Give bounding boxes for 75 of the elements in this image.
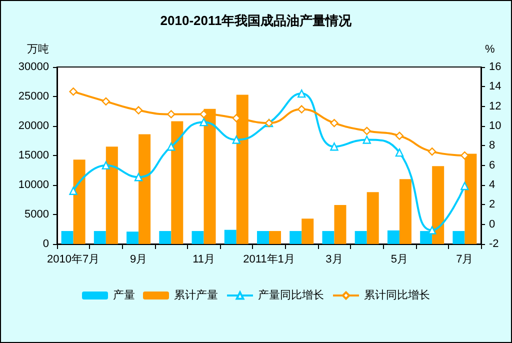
bar (106, 146, 118, 244)
bar (126, 232, 139, 244)
x-tick-label: 11月 (192, 254, 215, 266)
y-tick-label: 20000 (18, 120, 49, 132)
y-tick-label: 30000 (18, 61, 49, 73)
legend-label: 产量同比增长 (258, 288, 324, 302)
point (395, 132, 404, 140)
y2-tick-label: -2 (489, 238, 499, 250)
point (232, 136, 240, 144)
bar (432, 166, 444, 244)
point (362, 126, 371, 136)
bar (224, 230, 236, 244)
legend-label: 累计同比增长 (364, 288, 430, 302)
bar (322, 231, 334, 244)
point (167, 110, 176, 118)
bar (366, 192, 379, 244)
x-tick-label: 3月 (326, 254, 343, 266)
y2-tick-label: 8 (489, 140, 496, 152)
y2-tick-label: 14 (489, 80, 502, 93)
y2-tick-label: 2 (489, 198, 496, 211)
point (102, 161, 110, 170)
point (134, 106, 143, 114)
y-tick-label: 5000 (24, 208, 49, 220)
x-tick-label: 2010年7月 (47, 254, 100, 266)
bar (94, 231, 106, 244)
y2-axis-title: % (485, 44, 495, 56)
y2-tick-label: 16 (489, 61, 502, 73)
bar (387, 230, 400, 244)
bar (452, 231, 465, 244)
y-tick-label: 25000 (18, 90, 49, 102)
point (69, 186, 78, 195)
bar (334, 205, 346, 244)
y2-tick-label: 12 (489, 100, 502, 112)
bar (302, 218, 314, 244)
y-tick-label: 15000 (18, 150, 49, 162)
bar (257, 231, 269, 244)
point (395, 148, 404, 157)
x-tick-label: 7月 (456, 254, 474, 266)
point (362, 136, 371, 144)
bar (354, 231, 367, 244)
legend-label: 产量 (113, 288, 135, 302)
point (69, 87, 78, 96)
y2-tick-label: 10 (489, 120, 502, 132)
point (330, 118, 338, 128)
point (134, 173, 143, 182)
bar (61, 231, 74, 244)
y-axis-title: 万吨 (27, 42, 49, 56)
bar (464, 154, 477, 244)
bar (171, 121, 184, 244)
point (102, 97, 110, 106)
y2-tick-label: 4 (489, 179, 496, 191)
bar (192, 231, 204, 244)
y-tick-label: 10000 (18, 179, 49, 191)
bar (290, 231, 302, 244)
x-tick-label: 5月 (390, 254, 408, 266)
point (232, 114, 240, 122)
bar (399, 179, 412, 244)
point (200, 118, 208, 126)
bar (269, 231, 281, 244)
bar (138, 134, 151, 244)
y-tick-label: 0 (42, 238, 49, 250)
bar (159, 231, 172, 244)
legend-label: 累计产量 (174, 288, 218, 302)
point (167, 142, 176, 151)
chart-title: 2010-2011年我国成品油产量情况 (160, 13, 353, 28)
point (330, 142, 338, 151)
x-tick-label: 9月 (130, 254, 148, 266)
point (460, 182, 469, 190)
x-tick-label: 2011年1月 (243, 254, 295, 266)
point (298, 89, 306, 98)
bar (73, 160, 86, 244)
y2-tick-label: 6 (489, 159, 496, 172)
point (298, 105, 306, 114)
point (428, 147, 436, 156)
y2-tick-label: 0 (489, 218, 496, 230)
